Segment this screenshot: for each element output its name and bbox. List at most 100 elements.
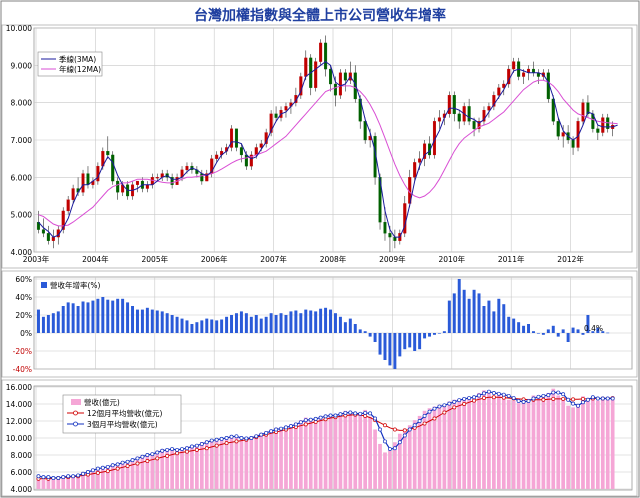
revenue-legend-box <box>62 394 182 434</box>
rev-ma3-marker <box>234 434 239 439</box>
candle-body <box>215 154 219 159</box>
yoy-bar <box>606 332 610 334</box>
revenue-bar <box>477 392 481 489</box>
revenue-bar <box>289 424 293 489</box>
yoy-bar <box>304 309 308 333</box>
revenue-bar <box>86 470 90 489</box>
yoy-bar <box>61 306 65 333</box>
yoy-bar <box>314 311 318 333</box>
revenue-bar <box>195 444 199 489</box>
rev-ma12-marker <box>135 461 140 466</box>
legend-revenue-label: 營收(億元) <box>84 397 120 407</box>
rev-ma3-marker <box>566 397 571 402</box>
revenue-bar <box>516 403 521 489</box>
revenue-bar <box>447 401 452 489</box>
rev-ma3-marker <box>318 415 323 420</box>
yoy-bar <box>200 320 204 333</box>
yoy-bar <box>294 310 298 333</box>
rev-ma3-marker <box>194 443 199 448</box>
yoy-y-tick-label: 0% <box>20 329 32 338</box>
rev-ma3-marker <box>293 422 298 427</box>
yoy-bar <box>467 298 471 333</box>
revenue-bar <box>46 478 51 489</box>
revenue-bar <box>328 414 333 489</box>
yoy-bar <box>225 316 229 333</box>
yoy-bar <box>418 333 422 350</box>
candle <box>61 207 65 234</box>
rev-ma3-marker <box>333 413 338 418</box>
rev-ma3-marker <box>244 436 249 441</box>
candle <box>413 158 417 182</box>
yoy-bar <box>220 319 224 333</box>
candle <box>239 143 243 163</box>
candle <box>601 113 605 137</box>
candle <box>363 117 367 144</box>
rev-ma12-marker <box>561 396 566 401</box>
revenue-bar <box>353 415 358 489</box>
revenue-bar <box>91 468 95 489</box>
yoy-bar <box>452 293 456 333</box>
rev-ma3-marker <box>145 453 150 457</box>
yoy-bar <box>576 329 580 333</box>
candle-body <box>531 68 535 73</box>
revenue-bar <box>407 425 412 489</box>
revenue-bar <box>412 420 417 489</box>
yoy-bar <box>289 311 293 333</box>
series-rev-ma3-markers <box>36 389 615 480</box>
rev-ma3-marker <box>71 474 76 479</box>
legend-ma3-label: 季線(3MA) <box>59 54 96 64</box>
rev-ma3-marker <box>61 475 66 480</box>
rev-ma12-marker <box>482 396 486 400</box>
candle-body <box>413 162 417 178</box>
revenue-bar <box>531 395 536 489</box>
revenue-bars <box>36 388 615 489</box>
yoy-bar <box>541 333 545 335</box>
rev-ma3-marker <box>165 447 170 452</box>
rev-ma3-marker <box>363 410 368 415</box>
yoy-bar <box>437 333 441 334</box>
revenue-bar <box>229 435 234 489</box>
yoy-bar <box>358 329 362 333</box>
yoy-bar <box>76 306 80 333</box>
revenue-bar <box>492 396 496 489</box>
index-x-tick-label: 2008年 <box>320 254 347 264</box>
rev-ma3-marker <box>531 396 536 401</box>
yoy-bar <box>111 300 115 333</box>
rev-ma3-marker <box>86 470 90 474</box>
rev-ma3-marker <box>427 409 432 414</box>
revenue-bar <box>264 431 269 489</box>
rev-ma3-marker <box>472 395 477 400</box>
candle <box>477 117 481 133</box>
yoy-bar <box>492 311 496 333</box>
yoy-bar <box>393 333 397 369</box>
candle-body <box>51 236 55 241</box>
legend-yoy-label: 營收年增率(%) <box>50 280 101 290</box>
yoy-bar <box>254 315 258 333</box>
yoy-bar <box>378 333 382 355</box>
revenue-bar <box>566 405 570 489</box>
rev-ma3-marker <box>135 456 140 461</box>
revenue-bar <box>279 428 283 489</box>
rev-ma3-marker <box>264 430 269 435</box>
yoy-bar <box>472 289 476 333</box>
rev-ma3-marker <box>303 418 308 423</box>
yoy-bar <box>487 300 491 333</box>
yoy-bar <box>175 316 179 333</box>
rev-ma3-marker <box>274 427 279 432</box>
rev-ma3-marker <box>328 413 333 418</box>
rev-ma3-marker <box>279 426 283 431</box>
candle <box>507 65 511 88</box>
yoy-bar <box>383 333 387 360</box>
rev-ma3-marker <box>189 444 194 449</box>
rev-ma3-marker <box>383 439 387 444</box>
revenue-bar <box>180 448 184 489</box>
yoy-bar <box>150 309 154 333</box>
rev-ma3-marker <box>486 389 491 394</box>
rev-ma3-marker <box>358 411 363 416</box>
yoy-bar <box>591 331 595 333</box>
rev-ma3-marker <box>66 474 71 479</box>
revenue-y-tick-label: 16.000 <box>6 383 32 392</box>
rev-ma3-marker <box>422 413 427 418</box>
rev-ma3-marker <box>511 396 516 400</box>
revenue-bar <box>561 398 566 489</box>
